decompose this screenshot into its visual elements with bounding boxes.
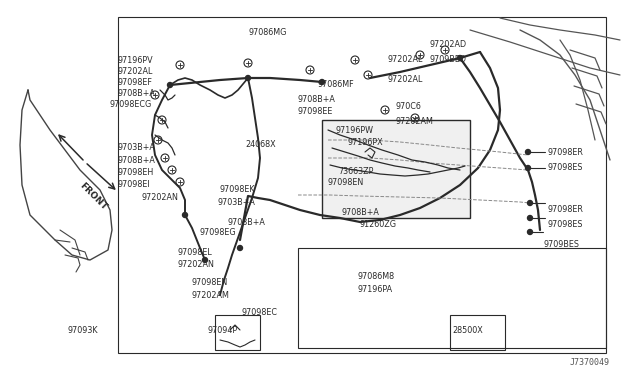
Text: J7370049: J7370049	[570, 358, 610, 367]
Text: 97098EN: 97098EN	[192, 278, 228, 287]
Circle shape	[527, 215, 532, 221]
Circle shape	[527, 201, 532, 205]
Text: 97086MF: 97086MF	[318, 80, 355, 89]
Text: 97098ES: 97098ES	[548, 220, 584, 229]
Text: 9709BES: 9709BES	[543, 240, 579, 249]
Text: 73663ZP: 73663ZP	[338, 167, 373, 176]
Circle shape	[319, 80, 324, 84]
Text: 97202AL: 97202AL	[388, 55, 424, 64]
Circle shape	[168, 83, 173, 87]
Text: 9708B+A: 9708B+A	[298, 95, 336, 104]
Text: 97202AL: 97202AL	[118, 67, 154, 76]
Text: 97086MG: 97086MG	[249, 28, 287, 37]
Text: 97202AD: 97202AD	[430, 40, 467, 49]
Text: 97098EG: 97098EG	[200, 228, 237, 237]
Text: 97093K: 97093K	[68, 326, 99, 335]
Text: 9708B+A: 9708B+A	[342, 208, 380, 217]
Text: 97202AM: 97202AM	[396, 117, 434, 126]
Circle shape	[237, 246, 243, 250]
Bar	[118, 17, 606, 353]
Text: 97086M8: 97086M8	[358, 272, 395, 281]
Circle shape	[525, 166, 531, 170]
Text: 9708B+A: 9708B+A	[118, 156, 156, 165]
Text: 97098EF: 97098EF	[118, 78, 153, 87]
Text: 97098ECG: 97098ECG	[110, 100, 152, 109]
Text: 97202AL: 97202AL	[388, 75, 424, 84]
Text: 97094P: 97094P	[208, 326, 238, 335]
Text: 9708B+A: 9708B+A	[228, 218, 266, 227]
Text: 97098EN: 97098EN	[328, 178, 364, 187]
Text: 97098ER: 97098ER	[548, 148, 584, 157]
Text: 97196PA: 97196PA	[358, 285, 393, 294]
Text: 97098EE: 97098EE	[298, 107, 333, 116]
Text: 97202AN: 97202AN	[142, 193, 179, 202]
Text: 97098EI: 97098EI	[118, 180, 150, 189]
Text: 97196PX: 97196PX	[348, 138, 383, 147]
Bar	[215, 315, 260, 350]
Bar	[322, 120, 470, 218]
Bar	[450, 315, 505, 350]
Text: 9708B+A: 9708B+A	[118, 89, 156, 98]
Text: 970C6: 970C6	[396, 102, 422, 111]
Text: 97098EK: 97098EK	[220, 185, 255, 194]
Text: 9703B+A: 9703B+A	[118, 143, 156, 152]
Text: 97196PV: 97196PV	[118, 56, 154, 65]
Text: 24068X: 24068X	[245, 140, 276, 149]
Text: 97098ER: 97098ER	[548, 205, 584, 214]
Text: 9703B+A: 9703B+A	[218, 198, 256, 207]
Circle shape	[525, 150, 531, 154]
Text: 91260ZG: 91260ZG	[360, 220, 397, 229]
Text: 97098EH: 97098EH	[118, 168, 154, 177]
Text: 97098EC: 97098EC	[242, 308, 278, 317]
Bar	[298, 248, 606, 348]
Text: 97098EL: 97098EL	[178, 248, 212, 257]
Text: 97098ES: 97098ES	[548, 163, 584, 172]
Circle shape	[458, 55, 463, 61]
Text: 9709BED: 9709BED	[430, 55, 467, 64]
Circle shape	[527, 230, 532, 234]
Circle shape	[246, 76, 250, 80]
Text: 97202AM: 97202AM	[192, 291, 230, 300]
Text: 97202AN: 97202AN	[178, 260, 215, 269]
Circle shape	[202, 257, 207, 263]
Text: FRONT: FRONT	[77, 180, 108, 211]
Text: 28500X: 28500X	[452, 326, 483, 335]
Circle shape	[182, 212, 188, 218]
Text: 97196PW: 97196PW	[336, 126, 374, 135]
